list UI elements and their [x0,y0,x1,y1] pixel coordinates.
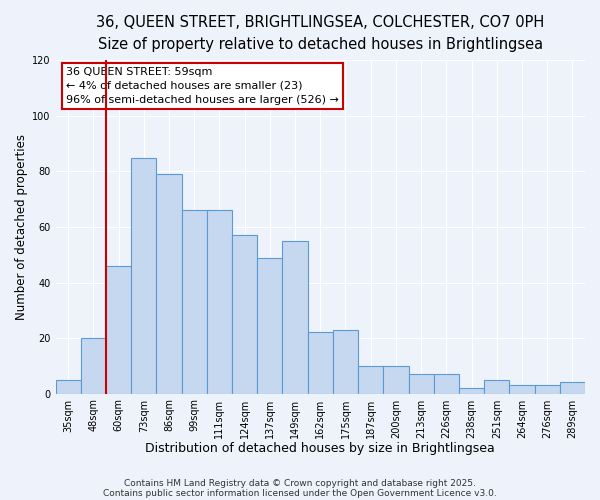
Bar [308,332,333,394]
Bar [81,338,106,394]
Bar [560,382,585,394]
Bar [106,266,131,394]
Title: 36, QUEEN STREET, BRIGHTLINGSEA, COLCHESTER, CO7 0PH
Size of property relative t: 36, QUEEN STREET, BRIGHTLINGSEA, COLCHES… [96,15,544,52]
Bar [283,241,308,394]
Bar [383,366,409,394]
Bar [535,386,560,394]
Bar [157,174,182,394]
Y-axis label: Number of detached properties: Number of detached properties [15,134,28,320]
Text: 36 QUEEN STREET: 59sqm
← 4% of detached houses are smaller (23)
96% of semi-deta: 36 QUEEN STREET: 59sqm ← 4% of detached … [66,67,339,105]
Bar [358,366,383,394]
X-axis label: Distribution of detached houses by size in Brightlingsea: Distribution of detached houses by size … [145,442,495,455]
Text: Contains public sector information licensed under the Open Government Licence v3: Contains public sector information licen… [103,488,497,498]
Bar [207,210,232,394]
Bar [509,386,535,394]
Bar [333,330,358,394]
Bar [434,374,459,394]
Text: Contains HM Land Registry data © Crown copyright and database right 2025.: Contains HM Land Registry data © Crown c… [124,478,476,488]
Bar [232,236,257,394]
Bar [459,388,484,394]
Bar [182,210,207,394]
Bar [409,374,434,394]
Bar [56,380,81,394]
Bar [484,380,509,394]
Bar [131,158,157,394]
Bar [257,258,283,394]
